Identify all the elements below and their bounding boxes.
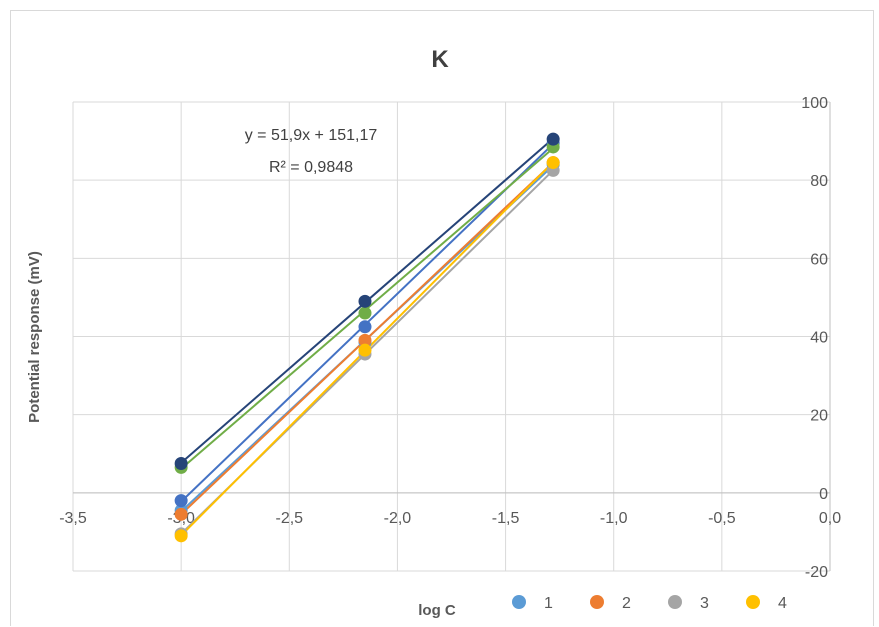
y-tick-label: 60: [810, 251, 828, 268]
y-tick-label: 0: [819, 486, 828, 503]
y-axis-label: Potential response (mV): [26, 251, 43, 423]
y-tick-label: 80: [810, 173, 828, 190]
data-point: [546, 132, 560, 146]
legend-label: 1: [544, 595, 553, 612]
axes: [73, 102, 831, 571]
x-axis-label: log C: [418, 602, 456, 619]
data-point: [358, 343, 372, 357]
legend-marker: [746, 595, 760, 609]
data-point: [174, 507, 188, 521]
y-tick-label: -20: [805, 564, 828, 581]
legend-marker: [512, 595, 526, 609]
x-tick-label: -3,5: [59, 510, 87, 527]
x-tick-label: -0,5: [708, 510, 736, 527]
legend-marker: [590, 595, 604, 609]
legend-label: 3: [700, 595, 709, 612]
y-tick-label: 20: [810, 408, 828, 425]
tick-labels: -3,5-3,0-2,5-2,0-1,5-1,0-0,50,0-20020406…: [59, 95, 841, 581]
data-point: [174, 457, 188, 471]
y-tick-label: 100: [801, 95, 828, 112]
x-tick-label: -1,5: [492, 510, 520, 527]
x-tick-label: -2,5: [275, 510, 303, 527]
legend-marker: [668, 595, 682, 609]
y-tick-label: 40: [810, 330, 828, 347]
data-point: [358, 320, 372, 334]
x-tick-label: -1,0: [600, 510, 628, 527]
data-point: [546, 156, 560, 170]
data-points: [174, 132, 560, 543]
trendline-r2: R² = 0,9848: [269, 159, 353, 176]
chart-frame: [10, 10, 874, 626]
legend-label: 4: [778, 595, 787, 612]
chart-title: K: [431, 46, 449, 73]
data-point: [358, 294, 372, 308]
x-tick-label: -2,0: [384, 510, 412, 527]
data-point: [174, 529, 188, 543]
data-point: [358, 333, 372, 347]
data-point: [358, 306, 372, 320]
data-point: [174, 494, 188, 508]
legend-label: 2: [622, 595, 631, 612]
legend: 1 2 3 4: [512, 595, 787, 612]
trendline-equation: y = 51,9x + 151,17: [245, 127, 378, 144]
x-tick-label: 0,0: [819, 510, 841, 527]
